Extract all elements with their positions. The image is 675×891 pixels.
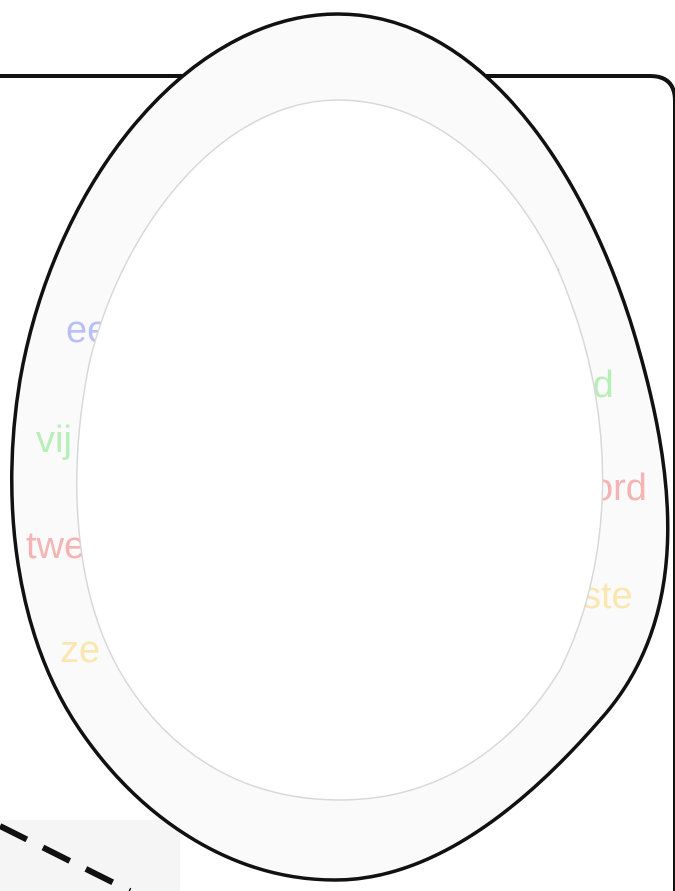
word-left-red: twe: [26, 525, 85, 567]
card-corner-shade: [0, 820, 180, 891]
dashed-divider: [0, 823, 132, 891]
word-left-green: vij: [36, 419, 72, 461]
egg-inner-shape: [76, 99, 604, 801]
word-left-yellow: ze: [60, 629, 100, 671]
